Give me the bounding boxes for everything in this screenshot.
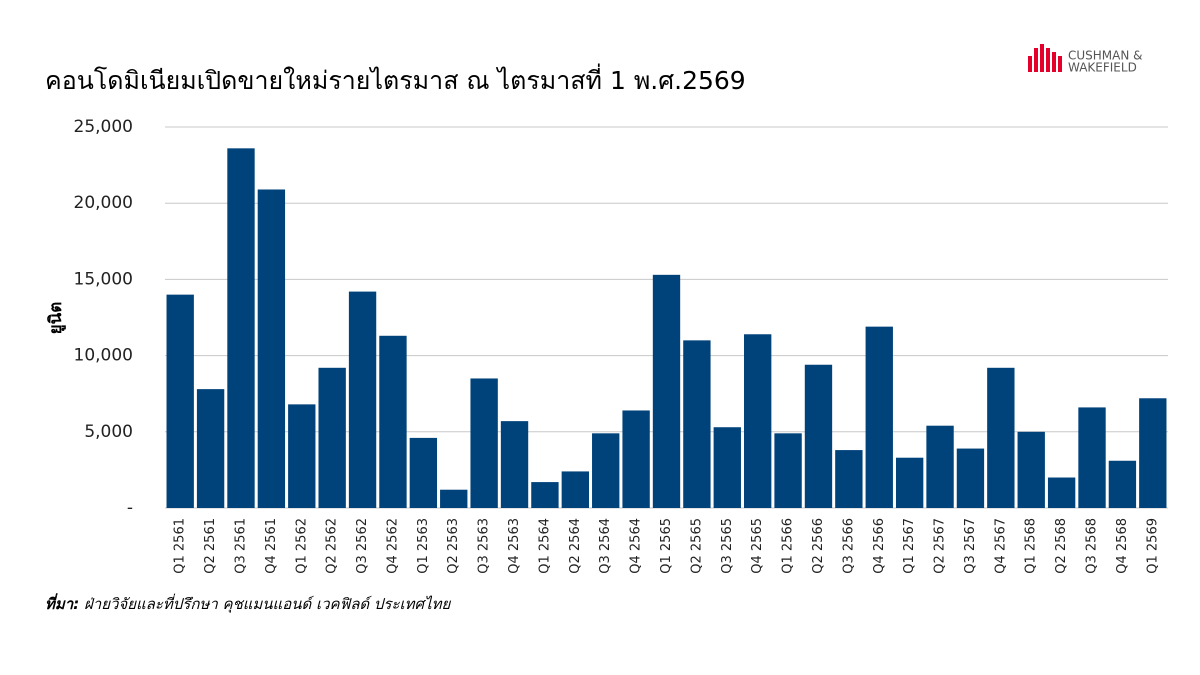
bar — [683, 340, 711, 508]
x-tick-label: Q1 2569 — [1145, 518, 1160, 574]
bar — [409, 437, 438, 508]
x-tick-label: Q2 2566 — [811, 518, 826, 574]
bar — [166, 294, 194, 508]
x-tick-label: Q4 2568 — [1115, 518, 1130, 574]
bar — [774, 433, 802, 508]
bar — [895, 457, 924, 508]
logo-bar — [1028, 56, 1032, 72]
bar — [592, 433, 620, 508]
bar — [1017, 431, 1045, 508]
logo-bar — [1052, 52, 1056, 72]
x-tick-label: Q2 2562 — [325, 518, 340, 574]
bar — [531, 482, 559, 508]
bar — [865, 326, 893, 508]
x-tick-label: Q4 2567 — [993, 518, 1008, 574]
x-tick-label: Q2 2565 — [689, 518, 704, 574]
x-tick-label: Q4 2562 — [385, 518, 400, 574]
bar — [835, 450, 863, 508]
x-tick-label: Q4 2561 — [264, 518, 279, 574]
source: ที่มา: ฝ่ายวิจัยและที่ปรึกษา คุชแมนแอนด์… — [45, 593, 452, 613]
y-tick-label: 15,000 — [74, 269, 133, 289]
source-text: ฝ่ายวิจัยและที่ปรึกษา คุชแมนแอนด์ เวคฟิล… — [84, 593, 452, 613]
x-tick-label: Q1 2563 — [416, 518, 431, 574]
bar — [379, 335, 407, 508]
chart-title: คอนโดมิเนียมเปิดขายใหม่รายไตรมาส ณ ไตรมา… — [45, 63, 746, 95]
x-tick-label: Q1 2562 — [294, 518, 309, 574]
bar — [804, 364, 833, 508]
bar — [956, 448, 985, 508]
bar — [196, 389, 225, 508]
bar — [561, 471, 589, 508]
x-tick-label: Q3 2567 — [963, 518, 978, 574]
x-tick-label: Q4 2565 — [750, 518, 765, 574]
x-tick-label: Q1 2564 — [537, 518, 552, 574]
bar — [713, 427, 741, 508]
y-tick-label: 20,000 — [74, 193, 133, 213]
bar — [470, 378, 498, 508]
bar — [1139, 398, 1167, 508]
x-tick-label: Q3 2562 — [355, 518, 370, 574]
logo-text: WAKEFIELD — [1068, 61, 1137, 75]
bar — [926, 425, 954, 508]
x-tick-label: Q1 2561 — [173, 518, 188, 574]
x-tick-label: Q4 2564 — [629, 518, 644, 574]
y-tick-label: 10,000 — [74, 346, 133, 366]
y-axis-title: ยูนิต — [46, 302, 67, 335]
bar — [440, 489, 468, 508]
x-tick-label: Q3 2564 — [598, 518, 613, 574]
bar — [622, 410, 650, 508]
bar — [348, 291, 377, 508]
logo-text: CUSHMAN & — [1068, 49, 1143, 63]
x-tick-label: Q3 2566 — [841, 518, 856, 574]
y-tick-label: - — [127, 498, 133, 518]
logo-bar — [1040, 44, 1044, 72]
source-label: ที่มา: — [45, 593, 79, 613]
logo: CUSHMAN & WAKEFIELD — [1028, 44, 1143, 75]
x-tick-label: Q2 2563 — [446, 518, 461, 574]
bar — [288, 404, 316, 508]
x-tick-label: Q3 2565 — [720, 518, 735, 574]
bar — [987, 367, 1015, 508]
bar — [1108, 460, 1137, 508]
logo-bar — [1058, 56, 1062, 72]
x-tick-label: Q2 2567 — [933, 518, 948, 574]
bar — [227, 148, 255, 508]
x-tick-label: Q1 2566 — [781, 518, 796, 574]
bar — [257, 189, 286, 508]
bar — [1078, 407, 1106, 508]
x-tick-label: Q1 2568 — [1024, 518, 1039, 574]
bar — [744, 334, 772, 508]
logo-bar — [1034, 48, 1038, 72]
x-tick-label: Q3 2568 — [1085, 518, 1100, 574]
x-tick-label: Q3 2561 — [233, 518, 248, 574]
x-tick-label: Q2 2564 — [568, 518, 583, 574]
bar — [500, 421, 529, 508]
y-tick-label: 25,000 — [74, 117, 133, 137]
y-tick-label: 5,000 — [84, 422, 133, 442]
bar — [318, 367, 346, 508]
x-tick-label: Q4 2566 — [872, 518, 887, 574]
x-tick-label: Q2 2561 — [203, 518, 218, 574]
x-tick-label: Q2 2568 — [1054, 518, 1069, 574]
x-tick-label: Q3 2563 — [477, 518, 492, 574]
bar — [652, 274, 681, 508]
x-tick-label: Q4 2563 — [507, 518, 522, 574]
x-tick-label: Q1 2565 — [659, 518, 674, 574]
logo-bar — [1046, 48, 1050, 72]
bar — [1047, 477, 1076, 508]
x-tick-label: Q1 2567 — [902, 518, 917, 574]
